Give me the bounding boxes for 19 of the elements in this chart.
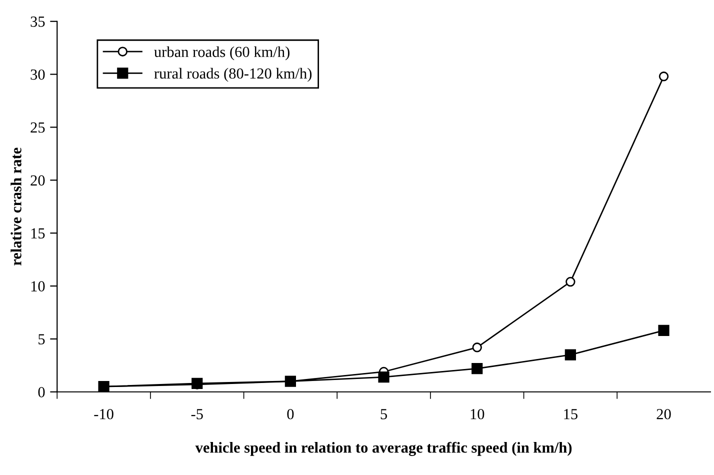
y-tick-label: 25 xyxy=(30,122,45,133)
x-tick-label: 10 xyxy=(470,408,484,420)
x-tick-label: -5 xyxy=(191,409,203,420)
legend-label: rural roads (80-120 km/h) xyxy=(154,68,312,82)
x-axis-title: vehicle speed in relation to average traffic speed (in km/h) xyxy=(195,442,572,456)
y-tick-label: 20 xyxy=(30,175,45,186)
x-tick-label: 20 xyxy=(656,408,671,420)
x-tick-label: 0 xyxy=(287,408,294,420)
y-tick-label: 30 xyxy=(30,69,45,80)
x-tick-label: 5 xyxy=(380,409,387,420)
y-tick-label: 15 xyxy=(31,228,45,239)
y-tick-label: 0 xyxy=(38,387,45,398)
y-tick-label: 10 xyxy=(31,281,45,292)
x-tick-label: -10 xyxy=(94,408,114,420)
legend-label: urban roads (60 km/h) xyxy=(154,46,290,60)
y-tick-label: 5 xyxy=(38,334,45,344)
y-axis-title: relative crash rate xyxy=(10,148,22,266)
x-tick-label: 15 xyxy=(564,409,578,420)
y-tick-label: 35 xyxy=(30,16,45,27)
